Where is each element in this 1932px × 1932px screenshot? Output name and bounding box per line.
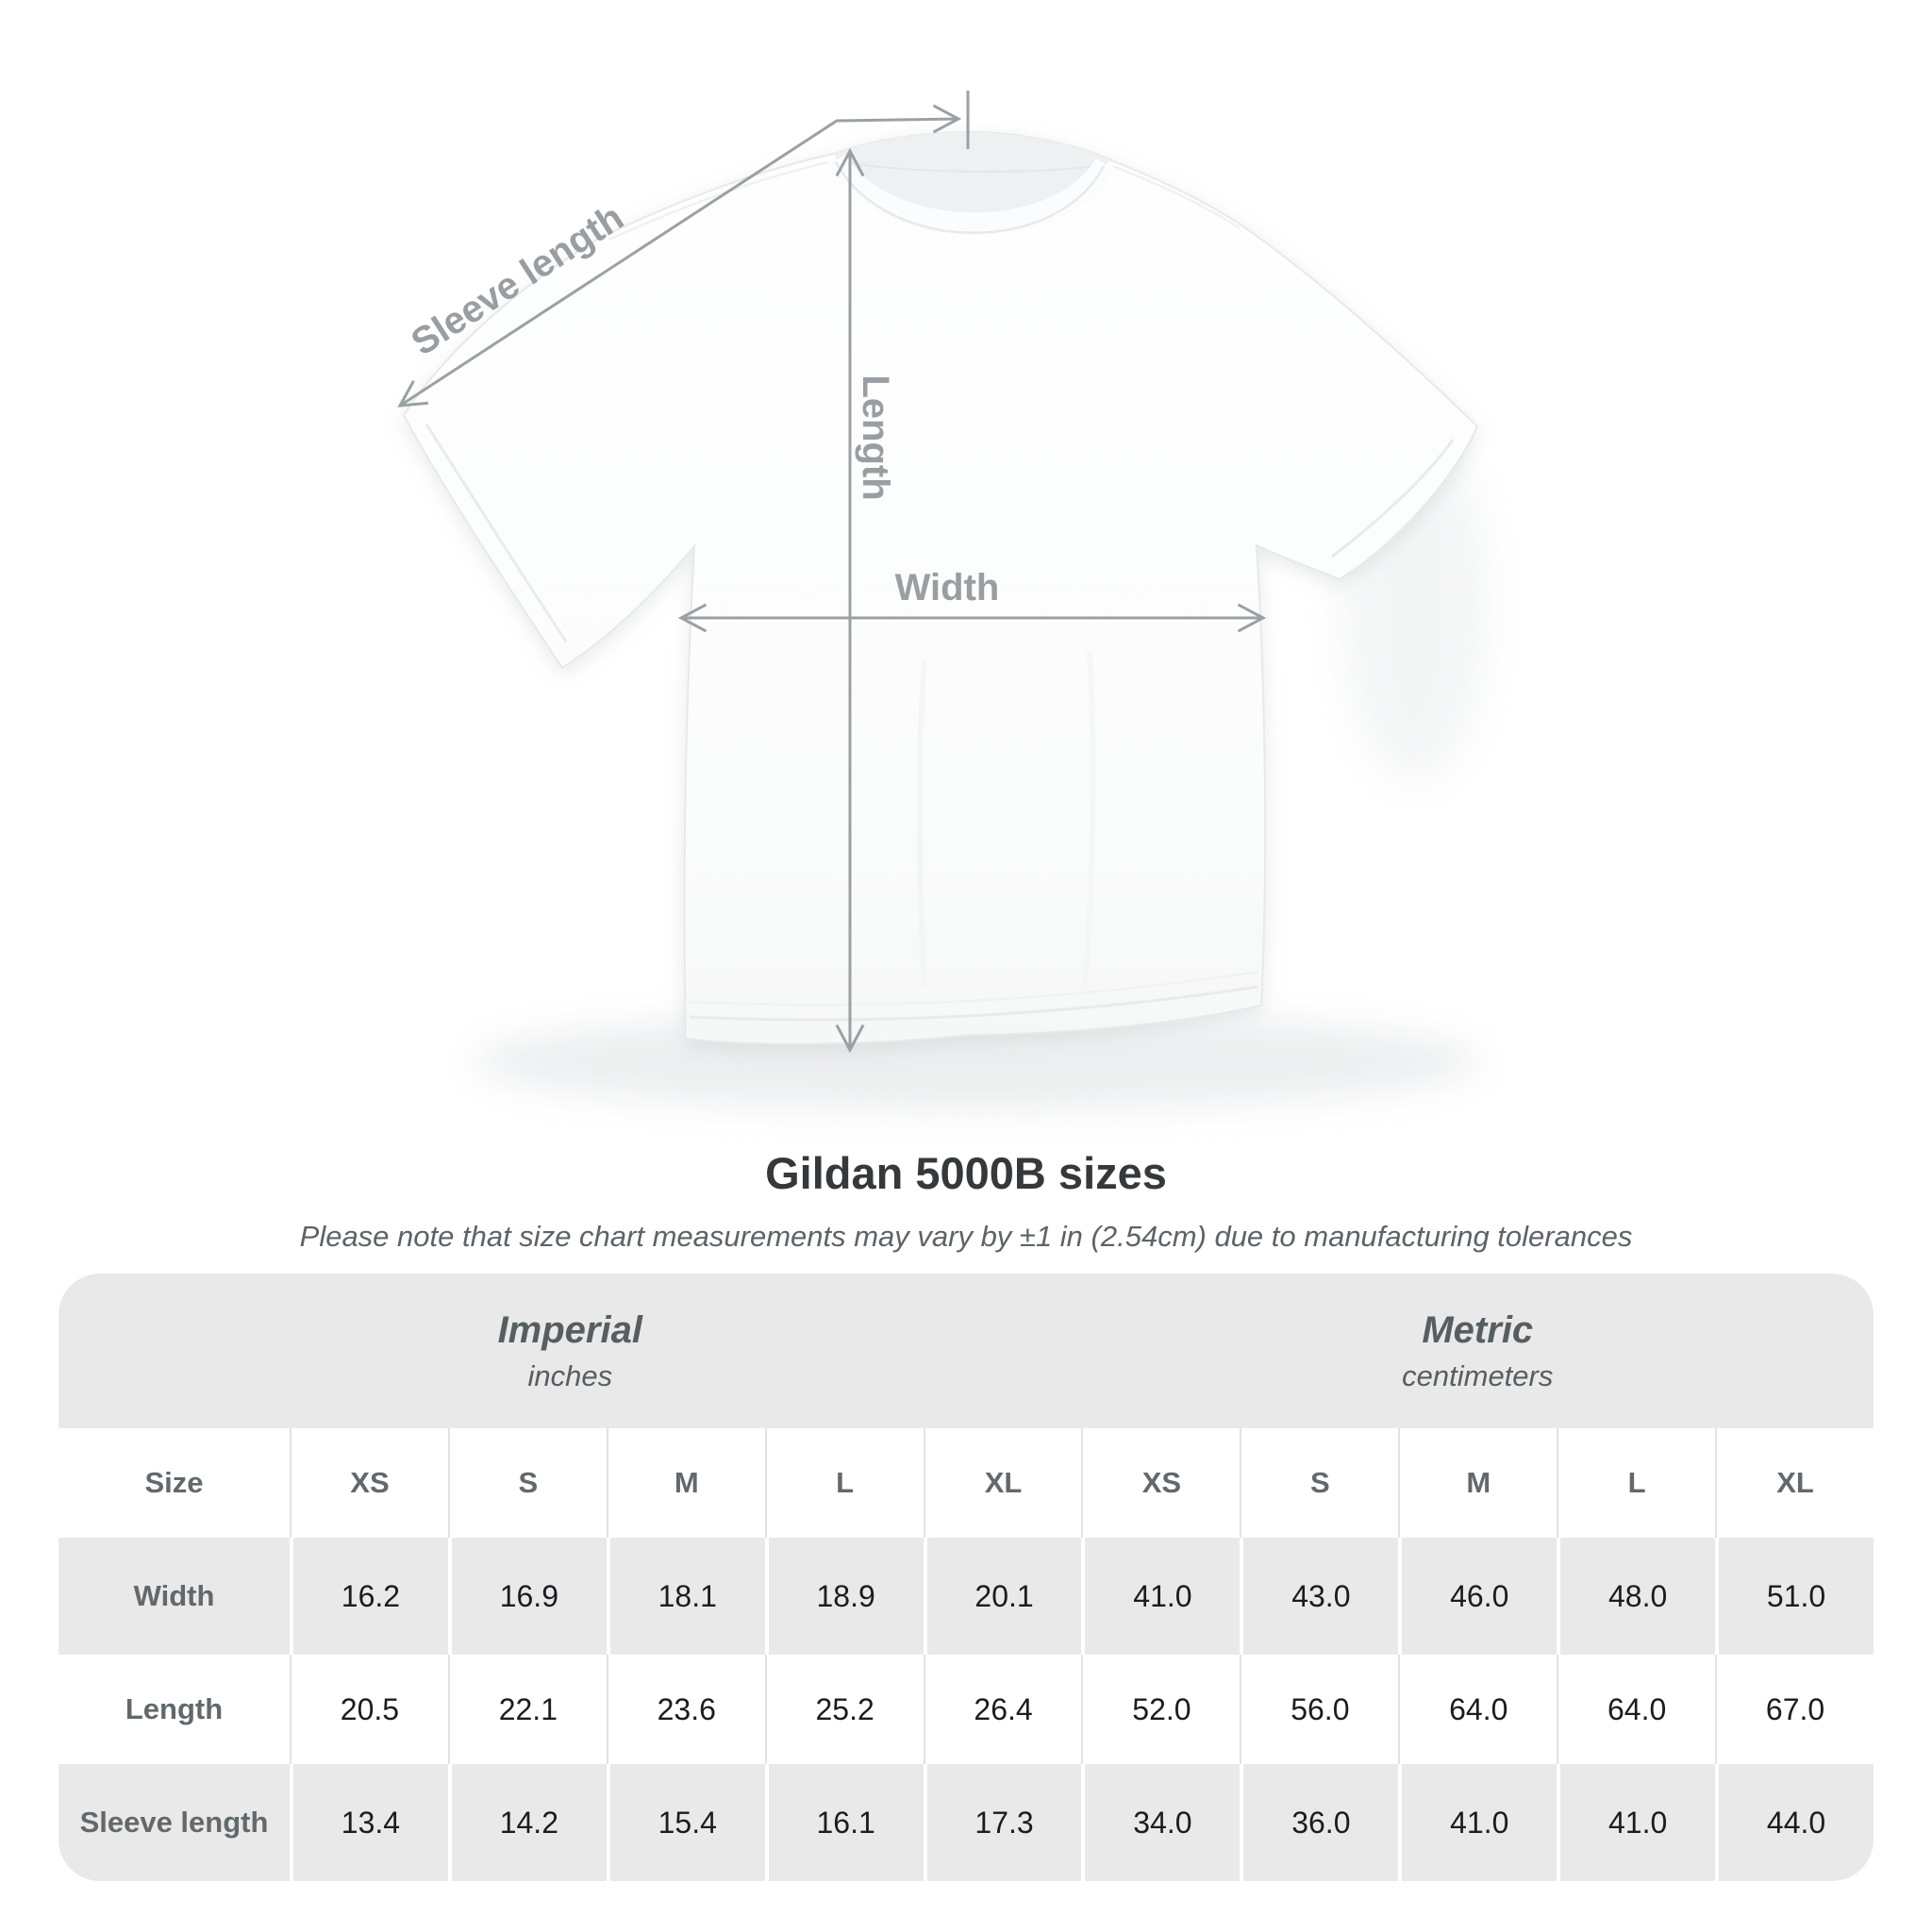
col-header-metric-m: M: [1398, 1428, 1557, 1538]
col-header-imperial-xl: XL: [923, 1428, 1082, 1538]
page-subtitle: Please note that size chart measurements…: [299, 1220, 1633, 1253]
left-cuff-stitch: [425, 424, 568, 642]
value-cell: 36.0: [1240, 1764, 1398, 1881]
collar-seam-line: [834, 161, 1106, 234]
size-col-header: Size: [144, 1466, 204, 1499]
value-cell: 17.3: [923, 1764, 1082, 1881]
value-cell: 41.0: [1557, 1764, 1715, 1881]
value-cell: 13.4: [290, 1764, 448, 1881]
sleeve-row-label: Sleeve length: [79, 1806, 269, 1839]
arrow-down-left-icon: [397, 379, 429, 408]
value-cell: 25.2: [764, 1655, 924, 1764]
col-header-metric-xs: XS: [1081, 1428, 1240, 1538]
size-chart-table: Imperial inches Metric centimeters Size …: [58, 1274, 1874, 1881]
value-cell: 46.0: [1398, 1538, 1557, 1655]
col-header-metric-s: S: [1240, 1428, 1398, 1538]
value-cell: 18.1: [606, 1538, 765, 1655]
value-cell: 14.2: [447, 1764, 607, 1881]
collar-back-band-line: [839, 159, 1105, 173]
col-header-imperial-l: L: [764, 1428, 924, 1538]
tshirt-photo: [402, 130, 1479, 1045]
imperial-title: Imperial: [497, 1308, 642, 1351]
metric-title: Metric: [1422, 1308, 1534, 1351]
col-header-metric-xl: XL: [1715, 1428, 1874, 1538]
value-cell: 20.5: [290, 1655, 448, 1764]
unit-header-band: Imperial inches Metric centimeters: [58, 1274, 1874, 1428]
length-row-label: Length: [125, 1692, 224, 1725]
value-cell: 64.0: [1557, 1655, 1715, 1764]
sleeve-measure-line: [399, 117, 959, 408]
value-cell: 20.1: [923, 1538, 1082, 1655]
arrow-left-icon: [677, 603, 708, 633]
arrow-right2-icon: [1237, 603, 1267, 633]
col-header-imperial-m: M: [606, 1428, 765, 1538]
metric-subtitle: centimeters: [1402, 1358, 1554, 1392]
value-cell: 41.0: [1398, 1764, 1557, 1881]
value-cell: 52.0: [1081, 1655, 1240, 1764]
width-row-label: Width: [133, 1579, 215, 1612]
tshirt-body: [402, 130, 1479, 1045]
page-title: Gildan 5000B sizes: [765, 1148, 1167, 1198]
width-row: Width 16.2 16.9 18.1 18.9 20.1 41.0 43.0…: [58, 1538, 1874, 1655]
measurement-annotations: [397, 91, 1267, 1054]
value-cell: 41.0: [1081, 1538, 1240, 1655]
body-fold-left: [916, 659, 927, 987]
length-label: Length: [855, 375, 896, 500]
metric-header: Metric centimeters: [1082, 1274, 1874, 1428]
col-header-imperial-xs: XS: [290, 1428, 448, 1538]
hem-stitch: [689, 985, 1258, 1022]
value-cell: 56.0: [1240, 1655, 1398, 1764]
value-cell: 18.9: [764, 1538, 924, 1655]
arrow-down-icon: [835, 1024, 865, 1054]
value-cell: 51.0: [1715, 1538, 1874, 1655]
value-cell: 22.1: [447, 1655, 607, 1764]
imperial-subtitle: inches: [527, 1358, 613, 1392]
value-cell: 43.0: [1240, 1538, 1398, 1655]
left-shoulder-seam: [608, 160, 829, 242]
value-cell: 23.6: [606, 1655, 765, 1764]
arrow-up-icon: [835, 147, 865, 177]
width-label: Width: [895, 567, 1000, 608]
col-header-metric-l: L: [1557, 1428, 1715, 1538]
right-cuff-stitch: [1331, 439, 1455, 558]
value-cell: 67.0: [1715, 1655, 1874, 1764]
tshirt-measurement-figure: Sleeve length Length Width: [397, 91, 1491, 1108]
size-header-row: Size XS S M L XL XS S M L XL: [58, 1428, 1874, 1538]
value-cell: 64.0: [1398, 1655, 1557, 1764]
col-header-imperial-s: S: [447, 1428, 607, 1538]
value-cell: 16.2: [290, 1538, 448, 1655]
value-cell: 16.1: [764, 1764, 924, 1881]
value-cell: 15.4: [606, 1764, 765, 1881]
sleeve-length-row: Sleeve length 13.4 14.2 15.4 16.1 17.3 3…: [58, 1764, 1874, 1881]
value-cell: 44.0: [1715, 1764, 1874, 1881]
right-shoulder-seam: [1112, 164, 1241, 230]
length-row: Length 20.5 22.1 23.6 25.2 26.4 52.0 56.…: [58, 1655, 1874, 1764]
imperial-header: Imperial inches: [58, 1274, 1082, 1428]
hem-stitch-upper: [689, 970, 1259, 1007]
value-cell: 16.9: [447, 1538, 607, 1655]
value-cell: 34.0: [1081, 1764, 1240, 1881]
collar-front-band: [825, 154, 1116, 236]
value-cell: 48.0: [1557, 1538, 1715, 1655]
value-cell: 26.4: [923, 1655, 1082, 1764]
body-fold-right: [1082, 650, 1096, 990]
arrow-right-icon: [932, 104, 962, 134]
